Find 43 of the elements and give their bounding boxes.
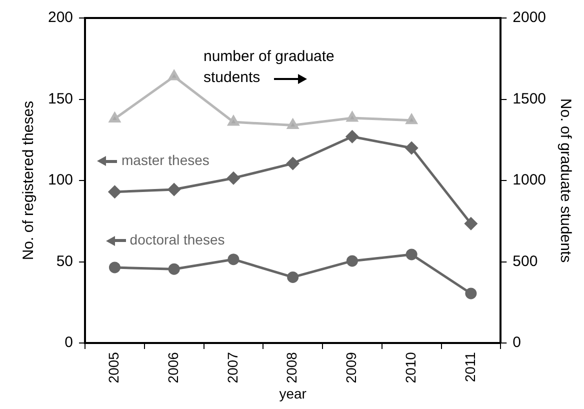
x-tick-label: 2008 — [284, 352, 300, 384]
x-tick-label: 2009 — [343, 352, 360, 384]
y-tick-label: 50 — [56, 252, 74, 270]
point — [287, 271, 299, 283]
point — [406, 114, 418, 124]
y-tick-label: 0 — [64, 334, 74, 352]
point — [168, 183, 180, 196]
y2-tick-label: 1500 — [512, 90, 546, 108]
annotation: doctoral theses — [130, 232, 225, 248]
point — [108, 262, 120, 274]
point — [228, 116, 240, 126]
point — [465, 288, 477, 300]
point — [405, 142, 418, 154]
annotation: master theses — [121, 152, 210, 168]
x-tick-label: 2006 — [164, 352, 181, 384]
y-axis-title: No. of registered theses — [20, 100, 38, 260]
x-axis-title: year — [279, 385, 307, 402]
y-tick-label: 200 — [48, 9, 74, 26]
point — [346, 255, 358, 267]
y2-axis-title: No. of graduate students — [556, 98, 574, 263]
point — [464, 217, 478, 230]
y2-tick-label: 500 — [512, 252, 538, 270]
point — [228, 254, 240, 266]
y2-tick-label: 2000 — [512, 9, 546, 26]
point — [168, 70, 180, 80]
point — [286, 157, 300, 170]
y-tick-label: 100 — [48, 172, 74, 189]
x-tick-label: 2010 — [402, 352, 418, 384]
point — [227, 172, 240, 184]
point — [346, 112, 358, 122]
point — [406, 248, 418, 260]
point — [108, 186, 121, 198]
y2-tick-label: 0 — [512, 334, 521, 352]
point — [346, 130, 358, 143]
y-tick-label: 150 — [48, 90, 74, 108]
x-tick-label: 2005 — [106, 352, 122, 384]
x-tick-label: 2007 — [224, 352, 240, 384]
point — [287, 119, 298, 130]
x-tick-label: 2011 — [462, 352, 478, 382]
point — [109, 112, 120, 123]
annotation: number of graduate students — [203, 48, 334, 86]
y2-tick-label: 1000 — [512, 172, 546, 189]
point — [168, 263, 180, 275]
